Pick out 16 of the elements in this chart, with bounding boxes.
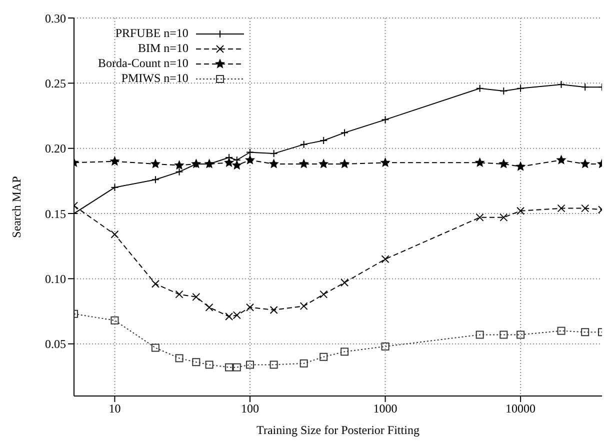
y-tick-label: 0.10 bbox=[45, 272, 66, 286]
legend-label: PRFUBE n=10 bbox=[115, 26, 188, 41]
y-tick-label: 0.05 bbox=[45, 337, 66, 352]
x-tick-label: 1000 bbox=[373, 402, 398, 416]
x-tick-label: 10000 bbox=[506, 402, 536, 416]
legend-label: Borda-Count n=10 bbox=[98, 56, 188, 71]
y-tick-label: 0.25 bbox=[45, 76, 66, 90]
x-tick-label: 10 bbox=[108, 402, 121, 416]
y-tick-label: 0.20 bbox=[45, 142, 66, 156]
legend-label: BIM n=10 bbox=[138, 41, 188, 56]
x-axis-title: Training Size for Posterior Fitting bbox=[256, 423, 420, 437]
legend-label: PMIWS n=10 bbox=[121, 71, 188, 86]
y-tick-label: 0.30 bbox=[45, 11, 66, 26]
y-tick-label: 0.15 bbox=[45, 206, 66, 221]
x-tick-label: 100 bbox=[241, 402, 259, 416]
y-axis-title: Search MAP bbox=[9, 176, 24, 238]
